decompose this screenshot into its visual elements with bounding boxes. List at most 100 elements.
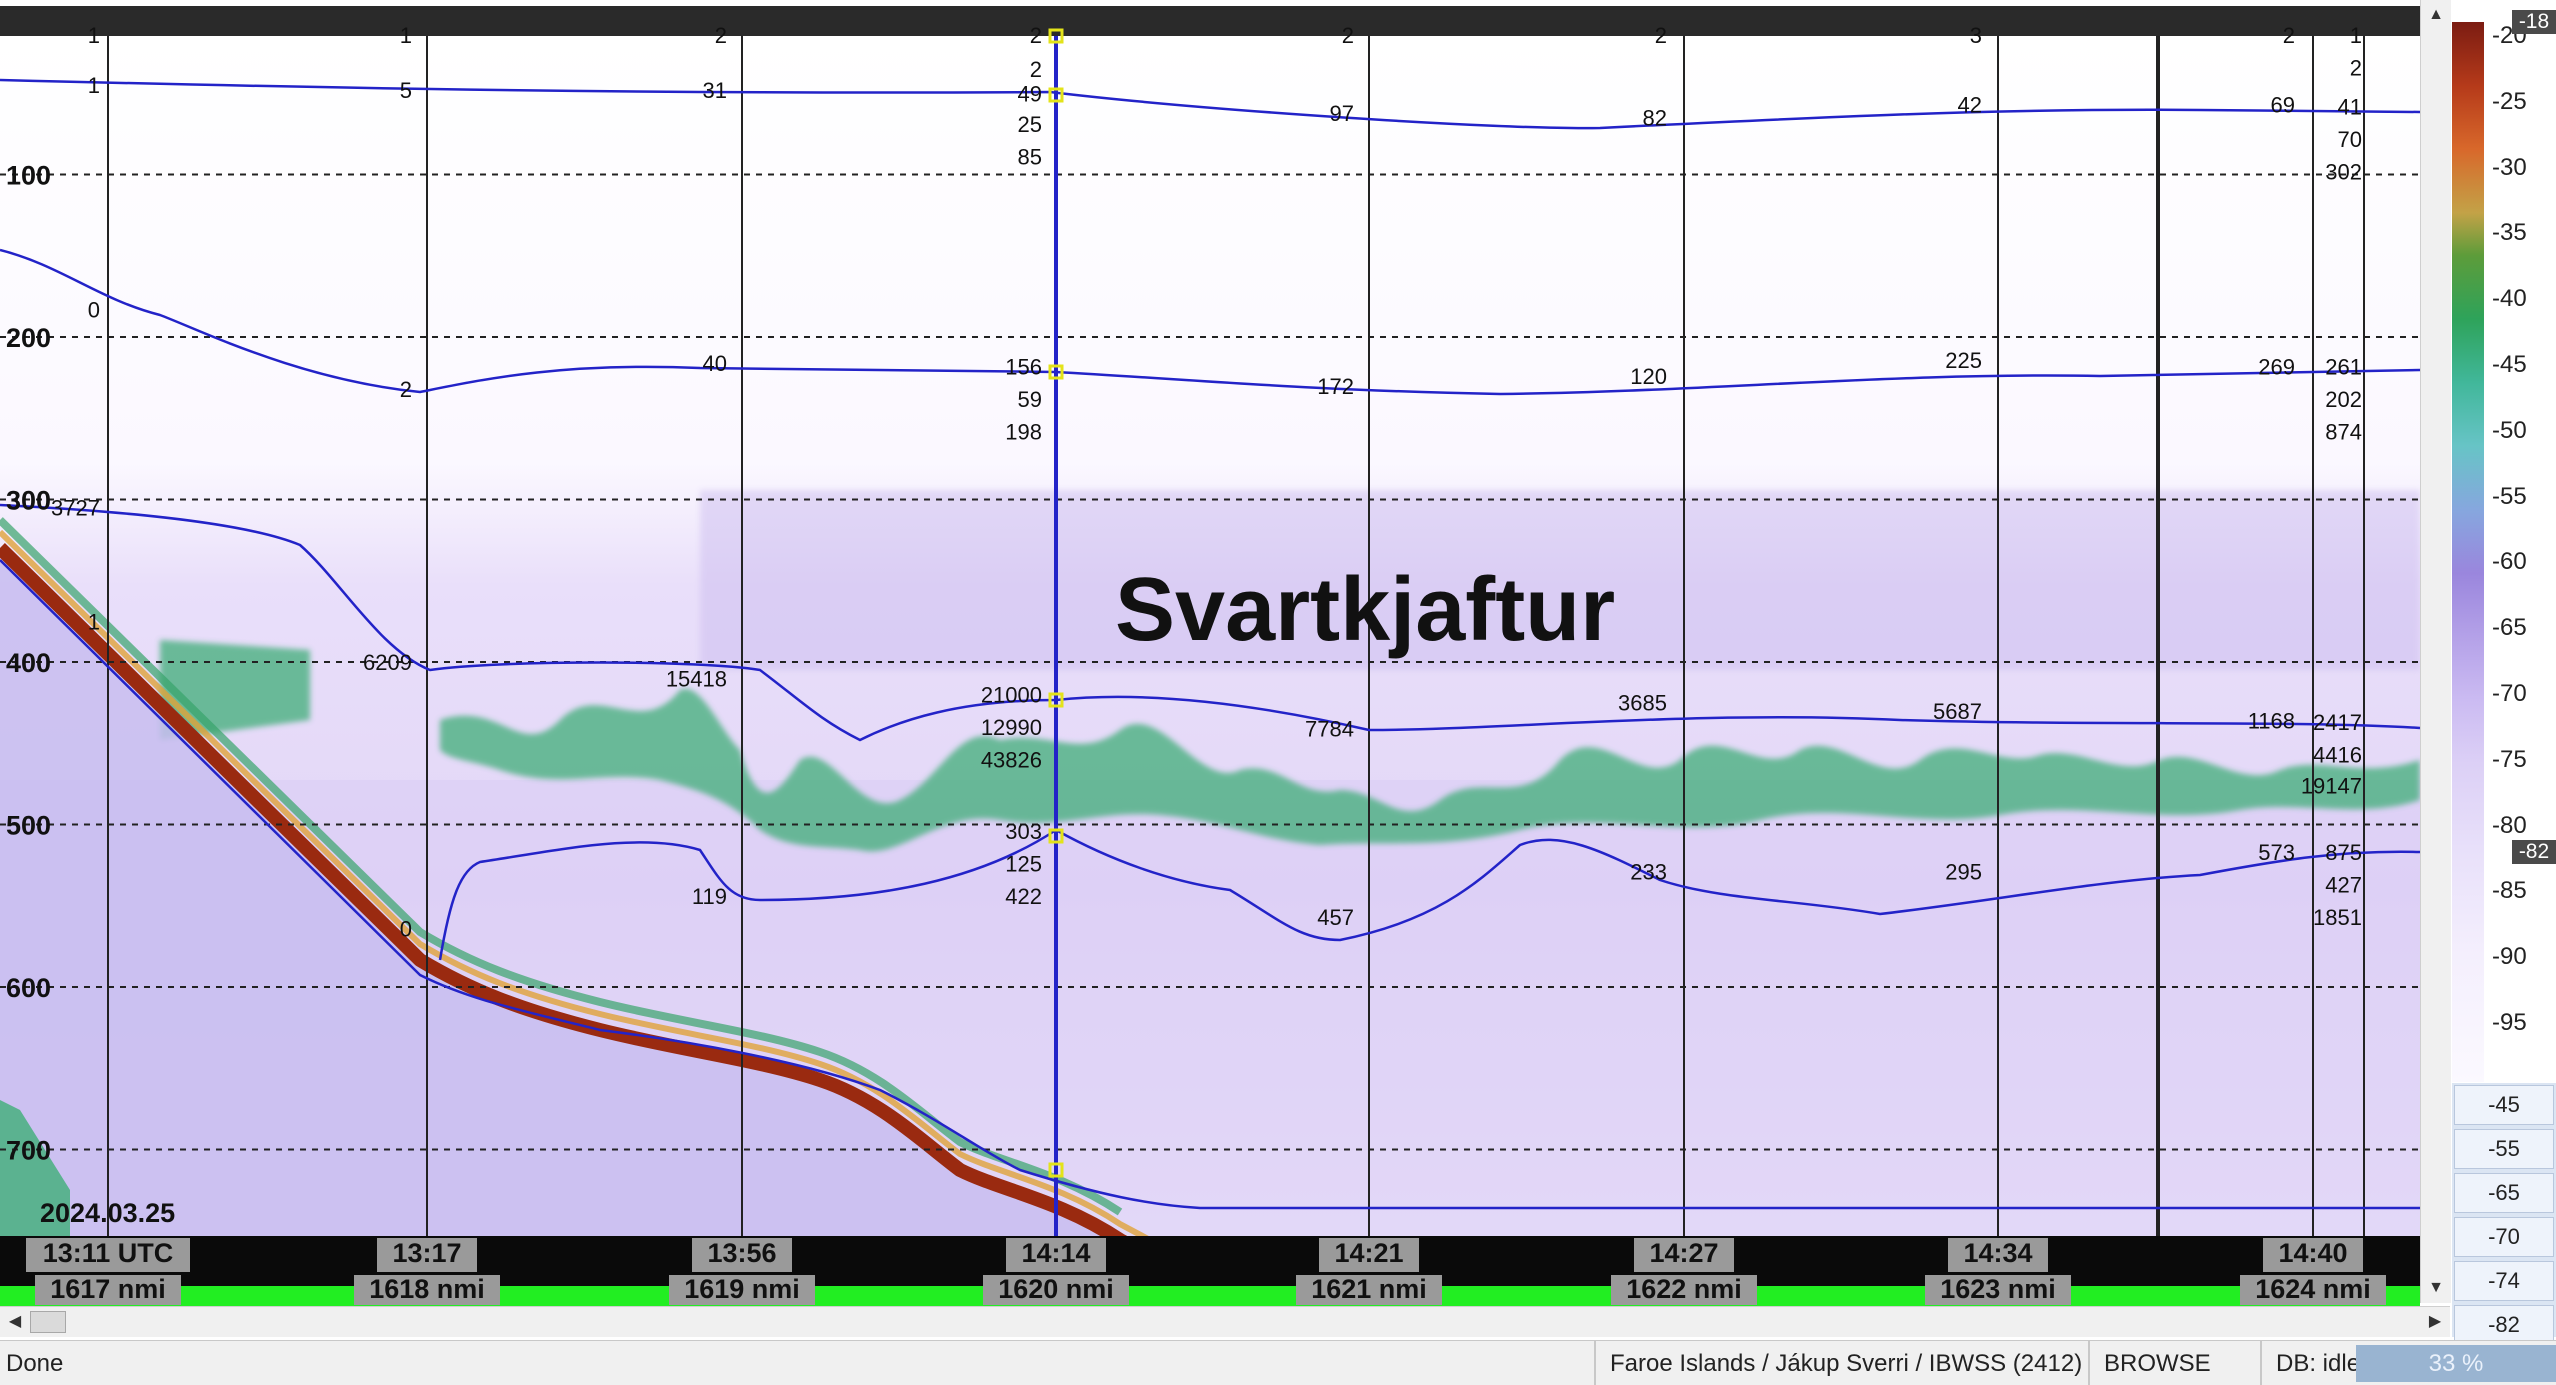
cell-value-label: 1851	[2313, 905, 2362, 930]
cell-value-label: 4416	[2313, 743, 2362, 768]
cell-value-label: 31	[703, 78, 727, 103]
cell-value-label: 1	[88, 23, 100, 48]
colorbar-tick-label: -25	[2492, 87, 2527, 115]
cell-value-label: 25	[1018, 112, 1042, 137]
colorbar-threshold-marker[interactable]: -82	[2512, 840, 2556, 864]
threshold-presets: -45 -55 -65 -70 -74 -82	[2452, 1083, 2556, 1345]
layer-boundary-line	[0, 248, 2420, 396]
cell-value-label: 0	[88, 297, 100, 322]
cell-value-label: 3	[1970, 23, 1982, 48]
colorbar-tick-label: -70	[2492, 680, 2527, 707]
colorbar-tick-label: -90	[2492, 943, 2527, 971]
distance-bar	[0, 1286, 2420, 1306]
cell-value-label: 427	[2325, 873, 2362, 898]
cell-value-label: 59	[1018, 387, 1042, 412]
distance-label: 1621 nmi	[1311, 1274, 1427, 1304]
echogram-title: Svartkjaftur	[1115, 560, 1615, 660]
colorbar-tick-label: -75	[2492, 745, 2527, 773]
time-label-box	[26, 1238, 190, 1272]
threshold-preset[interactable]: -45	[2454, 1085, 2554, 1125]
cell-value-label: 874	[2325, 419, 2362, 444]
scroll-left-arrow-icon[interactable]: ◀	[8, 1313, 22, 1330]
cell-value-label: 41	[2338, 94, 2362, 119]
ping-strip	[0, 0, 2420, 36]
distance-label: 1620 nmi	[998, 1274, 1114, 1304]
cell-value-label: 82	[1643, 106, 1667, 131]
cell-value-label: 457	[1317, 905, 1354, 930]
fish-school-band	[160, 640, 2420, 852]
horizontal-scrollbar[interactable]: ◀ ▶	[0, 1306, 2450, 1337]
cell-value-label: 119	[692, 884, 727, 909]
depth-axis-label: 400	[6, 648, 51, 678]
cell-value-label: 49	[1018, 81, 1042, 106]
cell-value-label: 19147	[2301, 774, 2362, 799]
colorbar-tick-label: -95	[2492, 1009, 2527, 1036]
cell-value-label: 2	[1030, 57, 1042, 82]
threshold-preset[interactable]: -70	[2454, 1217, 2554, 1257]
layer-handle[interactable]	[1048, 828, 1064, 844]
time-label: 14:21	[1334, 1238, 1403, 1268]
cell-value-label: 295	[1945, 860, 1982, 885]
layer-handle[interactable]	[1048, 87, 1064, 103]
cell-value-label: 15418	[666, 666, 727, 691]
distance-label-box	[983, 1275, 1129, 1305]
colorbar-tick-label: -55	[2492, 482, 2527, 510]
distance-label-box	[1611, 1275, 1757, 1305]
cell-value-label: 302	[2325, 159, 2362, 184]
threshold-preset[interactable]: -55	[2454, 1129, 2554, 1169]
time-label: 14:34	[1963, 1238, 2032, 1268]
cell-value-label: 21000	[981, 683, 1042, 708]
threshold-preset[interactable]: -82	[2454, 1305, 2554, 1345]
colorbar-gradient	[2452, 22, 2484, 1082]
layer-boundary-line	[0, 559, 2420, 1210]
distance-label-box	[669, 1275, 815, 1305]
depth-axis-label: 600	[6, 973, 51, 1003]
cell-value-label: 2	[1655, 23, 1667, 48]
layer-handle[interactable]	[1048, 1162, 1064, 1178]
layer-boundary-line	[0, 503, 2420, 742]
layer-handle[interactable]	[1048, 28, 1064, 44]
horizontal-scroll-thumb[interactable]	[30, 1311, 66, 1333]
depth-axis-label: 200	[6, 323, 51, 353]
scroll-right-arrow-icon[interactable]: ▶	[2428, 1313, 2442, 1330]
colorbar: -20 -25 -30 -35 -40 -45 -50 -55 -60 -65 -70 -75 -80-…	[2452, 10, 2556, 1082]
status-source: Faroe Islands / Jákup Sverri / IBWSS (24…	[1594, 1341, 2082, 1385]
cell-value-label: 6209	[363, 650, 412, 675]
layer-handle[interactable]	[1048, 692, 1064, 708]
time-label-box	[1319, 1238, 1419, 1272]
layer-handle[interactable]	[1048, 364, 1064, 380]
cell-value-label: 97	[1330, 101, 1354, 126]
time-label: 14:14	[1021, 1238, 1090, 1268]
colorbar-tick-label: -80	[2492, 811, 2527, 839]
depth-axis-label: 300	[6, 486, 51, 516]
time-label: 13:17	[392, 1238, 461, 1268]
time-label: 13:11 UTC	[43, 1238, 174, 1268]
scroll-down-arrow-icon[interactable]: ▼	[2428, 1279, 2444, 1296]
cell-value-label: 225	[1945, 348, 1982, 373]
distance-label-box	[354, 1275, 500, 1305]
cell-value-label: 2	[715, 23, 727, 48]
cell-value-label: 2	[2283, 23, 2295, 48]
cell-value-label: 69	[2271, 93, 2295, 118]
time-label-box	[377, 1238, 477, 1272]
vertical-scrollbar[interactable]: ▲ ▼	[2420, 0, 2451, 1303]
cell-value-label: 1	[88, 609, 100, 634]
threshold-preset[interactable]: -65	[2454, 1173, 2554, 1213]
distance-label-box	[2240, 1275, 2386, 1305]
cell-value-label: 2	[1342, 23, 1354, 48]
distance-label-box	[1296, 1275, 1442, 1305]
cell-value-label: 120	[1630, 364, 1667, 389]
scroll-up-arrow-icon[interactable]: ▲	[2428, 6, 2444, 23]
colorbar-tick-label: -65	[2492, 614, 2527, 642]
cell-value-label: 40	[703, 351, 727, 376]
cell-value-label: 2	[400, 377, 412, 402]
distance-label: 1618 nmi	[369, 1274, 485, 1304]
colorbar-tick-label: -40	[2492, 285, 2527, 313]
cell-value-label: 261	[2325, 354, 2362, 379]
time-label-box	[1634, 1238, 1734, 1272]
threshold-preset[interactable]: -74	[2454, 1261, 2554, 1301]
distance-label: 1619 nmi	[684, 1274, 800, 1304]
cell-value-label: 1	[88, 73, 100, 98]
